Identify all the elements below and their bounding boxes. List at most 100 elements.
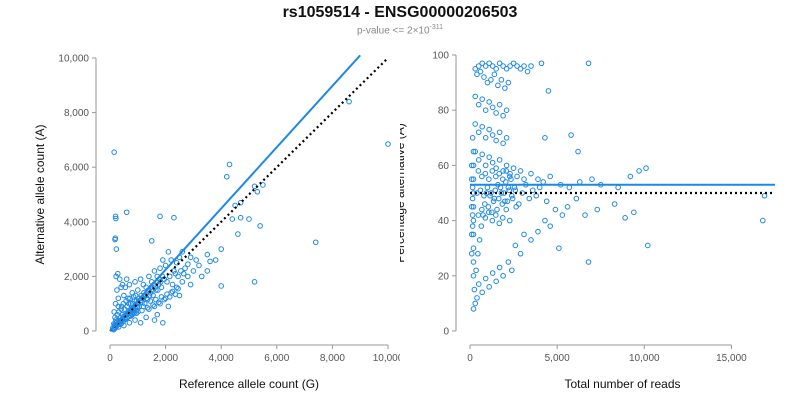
right-data-point bbox=[472, 66, 479, 72]
right-data-point bbox=[470, 259, 477, 265]
left-data-point bbox=[157, 279, 164, 285]
right-data-point bbox=[577, 179, 583, 185]
right-data-point bbox=[484, 184, 491, 191]
right-data-point bbox=[470, 204, 477, 210]
right-data-point bbox=[611, 201, 618, 207]
left-data-point bbox=[125, 314, 132, 320]
left-data-point bbox=[139, 307, 145, 314]
left-data-point bbox=[160, 320, 166, 326]
right-data-point bbox=[500, 112, 506, 119]
right-data-point bbox=[510, 165, 517, 171]
right-data-point bbox=[489, 104, 496, 111]
left-data-point bbox=[115, 324, 122, 330]
right-data-point bbox=[470, 162, 477, 169]
left-data-point bbox=[218, 246, 224, 252]
right-data-point bbox=[514, 63, 520, 69]
subtitle-prefix: p-value <= 2 bbox=[356, 25, 413, 37]
right-data-point bbox=[469, 135, 476, 141]
right-data-point bbox=[547, 223, 553, 229]
left-data-point bbox=[132, 317, 138, 323]
right-data-point bbox=[468, 250, 475, 257]
right-scatter-plot: 0 20 40 60 80 100 0 5,000 10,000 15,000 Total numb… bbox=[400, 51, 775, 391]
right-data-point bbox=[479, 96, 485, 102]
right-data-point bbox=[499, 176, 506, 182]
right-data-point bbox=[479, 206, 485, 213]
left-x-tick-label: 2,000 bbox=[153, 353, 178, 364]
right-data-point bbox=[475, 63, 482, 69]
right-data-point bbox=[482, 201, 488, 207]
chart-title: rs1059514 - ENSG00000206503 bbox=[282, 4, 518, 21]
left-data-point bbox=[257, 223, 263, 229]
right-data-point bbox=[482, 63, 489, 69]
right-data-point bbox=[486, 126, 492, 133]
right-data-point bbox=[481, 192, 487, 199]
right-data-point bbox=[506, 173, 513, 180]
right-data-point bbox=[492, 212, 499, 218]
right-data-point bbox=[477, 187, 484, 194]
left-data-point bbox=[112, 236, 118, 243]
right-data-point bbox=[475, 129, 482, 136]
left-data-point bbox=[193, 257, 199, 263]
left-data-point bbox=[346, 98, 352, 105]
left-data-point bbox=[212, 257, 219, 263]
left-y-tick-label: 0 bbox=[83, 327, 89, 338]
left-data-point bbox=[126, 300, 132, 307]
left-data-point bbox=[158, 284, 165, 291]
right-data-point bbox=[469, 195, 476, 202]
left-data-point bbox=[114, 287, 120, 293]
right-data-point bbox=[479, 151, 485, 158]
right-data-point bbox=[470, 176, 477, 182]
right-data-point bbox=[496, 60, 503, 67]
right-data-point bbox=[552, 206, 559, 213]
right-data-point bbox=[538, 60, 545, 67]
left-data-point bbox=[137, 320, 144, 326]
right-data-point bbox=[507, 63, 513, 69]
right-data-point bbox=[547, 173, 553, 180]
right-data-point bbox=[488, 190, 494, 196]
left-data-point bbox=[169, 281, 176, 288]
right-x-axis-label: Total number of reads bbox=[564, 377, 680, 391]
right-data-point bbox=[470, 245, 477, 251]
right-data-point bbox=[475, 101, 482, 108]
left-y-tick-label: 10,000 bbox=[58, 54, 89, 65]
right-data-point bbox=[556, 245, 562, 251]
right-data-point bbox=[505, 79, 512, 86]
left-data-point bbox=[226, 161, 233, 168]
left-data-point bbox=[207, 258, 213, 265]
left-data-point bbox=[112, 300, 119, 307]
left-data-point bbox=[251, 279, 258, 285]
subtitle-times: × bbox=[412, 25, 419, 37]
right-data-point bbox=[488, 77, 494, 83]
left-data-point bbox=[146, 306, 152, 312]
left-data-point bbox=[121, 306, 128, 312]
right-data-point bbox=[503, 107, 510, 113]
subtitle-base: 10 bbox=[418, 25, 430, 37]
right-data-point bbox=[489, 159, 496, 166]
left-x-tick-label: 0 bbox=[107, 353, 113, 364]
left-data-point bbox=[178, 268, 184, 274]
left-data-point bbox=[111, 149, 117, 155]
right-data-point bbox=[636, 168, 642, 174]
right-data-point bbox=[566, 184, 573, 191]
left-y-axis-label: Alternative allele count (A) bbox=[33, 124, 47, 264]
left-data-point bbox=[150, 292, 156, 299]
right-data-point bbox=[472, 121, 479, 127]
right-data-point bbox=[506, 217, 513, 224]
right-y-tick-label: 100 bbox=[432, 51, 449, 62]
right-data-point bbox=[502, 85, 508, 91]
right-data-point bbox=[478, 223, 485, 229]
right-data-point bbox=[500, 63, 506, 69]
right-data-point bbox=[622, 215, 628, 221]
right-data-point bbox=[516, 201, 522, 207]
right-data-point bbox=[528, 170, 534, 177]
right-data-point bbox=[489, 63, 496, 69]
left-data-point bbox=[175, 273, 181, 280]
right-data-point bbox=[627, 173, 634, 180]
right-data-point bbox=[512, 187, 519, 194]
right-data-point bbox=[573, 195, 580, 202]
right-data-point bbox=[479, 123, 485, 130]
right-data-point bbox=[489, 270, 496, 276]
right-data-point bbox=[496, 170, 503, 177]
right-data-point bbox=[631, 209, 637, 216]
